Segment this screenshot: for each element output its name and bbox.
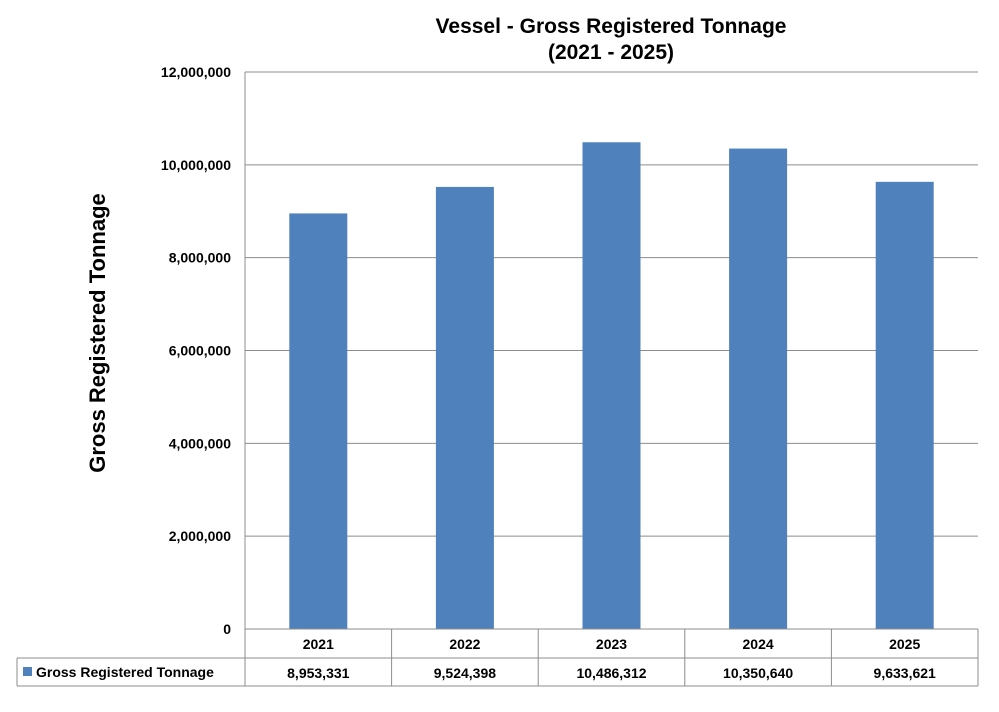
data-table-value: 9,524,398 (434, 665, 496, 681)
y-tick-label: 6,000,000 (169, 343, 231, 359)
y-tick-label: 2,000,000 (169, 528, 231, 544)
data-table-value: 10,486,312 (576, 665, 646, 681)
data-table: 2021 2022 2023 2024 2025 Gross Registered Ton… (16, 628, 979, 687)
chart-title-line-2: (2021 - 2025) (547, 41, 675, 64)
chart-title-line-1: Vessel - Gross Registered Tonnage (435, 15, 787, 38)
bars (289, 142, 934, 630)
bar (875, 181, 934, 630)
data-table-value: 10,350,640 (723, 665, 793, 681)
bar (435, 186, 494, 630)
y-tick-label: 0 (223, 621, 231, 637)
data-table-value: 8,953,331 (287, 665, 349, 681)
chart-title: Vessel - Gross Registered Tonnage (2021 … (245, 14, 977, 66)
bar (582, 142, 641, 629)
y-tick-label: 4,000,000 (169, 435, 231, 451)
data-table-value: 9,633,621 (874, 665, 936, 681)
y-axis-ticks: 0 2,000,000 4,000,000 6,000,000 8,000,000 10,… (161, 64, 231, 637)
category-label: 2022 (449, 636, 480, 652)
legend-swatch (23, 667, 32, 676)
bar (289, 213, 348, 630)
category-label: 2023 (596, 636, 627, 652)
y-tick-label: 10,000,000 (161, 157, 231, 173)
legend-label: Gross Registered Tonnage (36, 664, 214, 680)
y-tick-label: 8,000,000 (169, 250, 231, 266)
category-label: 2024 (743, 636, 774, 652)
category-label: 2025 (889, 636, 920, 652)
bar (729, 148, 788, 629)
y-tick-label: 12,000,000 (161, 64, 231, 80)
category-label: 2021 (303, 636, 334, 652)
